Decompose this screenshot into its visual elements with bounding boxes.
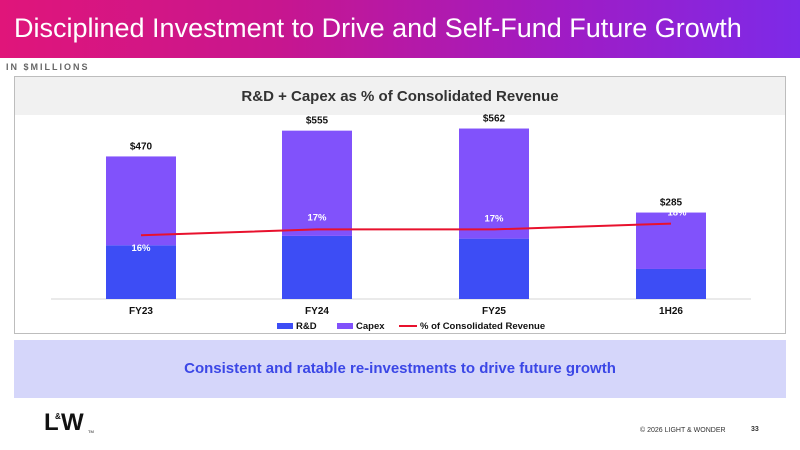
bar-capex-fy24	[282, 130, 352, 236]
bar-rd-fy23	[106, 245, 176, 299]
page-title: Disciplined Investment to Drive and Self…	[14, 13, 742, 43]
percent-label-fy25: 17%	[484, 213, 504, 224]
tick-label-fy24: FY24	[305, 306, 329, 317]
percent-label-fy23: 16%	[131, 243, 151, 254]
callout-box: Consistent and ratable re-investments to…	[14, 340, 786, 398]
page-number: 33	[751, 426, 759, 433]
legend-label-percent: % of Consolidated Revenue	[420, 321, 545, 332]
stacked-bar-chart: $470 FY23 $555 FY24 $562 FY25 $285 1H26 16% 17% 17…	[51, 114, 751, 332]
percent-label-fy24: 17%	[307, 212, 327, 223]
percent-label-1h26: 18%	[667, 208, 687, 219]
units-label: IN $MILLIONS	[6, 62, 90, 72]
total-label-fy24: $555	[306, 116, 329, 127]
logo-letter-w: W	[61, 409, 84, 436]
chart-panel: R&D + Capex as % of Consolidated Revenue…	[14, 76, 786, 334]
legend-swatch-capex	[337, 323, 353, 329]
callout-text: Consistent and ratable re-investments to…	[184, 360, 616, 377]
title-bar: Disciplined Investment to Drive and Self…	[0, 0, 800, 58]
bar-rd-fy25	[459, 238, 529, 299]
tick-label-fy23: FY23	[129, 306, 153, 317]
total-label-fy25: $562	[483, 114, 506, 125]
legend-label-rd: R&D	[296, 321, 317, 332]
chart-title-band: R&D + Capex as % of Consolidated Revenue	[15, 77, 785, 115]
bar-capex-1h26	[636, 212, 706, 269]
logo-letter-l: L	[44, 409, 59, 436]
percent-revenue-line	[140, 222, 672, 237]
light-and-wonder-logo: L & W TM	[44, 410, 94, 436]
total-label-fy23: $470	[130, 141, 153, 152]
tick-label-fy25: FY25	[482, 306, 506, 317]
bar-rd-fy24	[282, 235, 352, 299]
logo-ampersand: &	[55, 412, 61, 421]
total-label-1h26: $285	[660, 198, 683, 209]
tick-label-1h26: 1H26	[659, 306, 683, 317]
chart-title: R&D + Capex as % of Consolidated Revenue	[241, 88, 559, 105]
bar-capex-fy23	[106, 156, 176, 246]
bar-rd-1h26	[636, 268, 706, 299]
legend-swatch-rd	[277, 323, 293, 329]
bar-capex-fy25	[459, 128, 529, 239]
legend-label-capex: Capex	[356, 321, 385, 332]
logo-trademark: TM	[88, 429, 94, 434]
footer-copyright: © 2026 LIGHT & WONDER	[640, 427, 726, 434]
